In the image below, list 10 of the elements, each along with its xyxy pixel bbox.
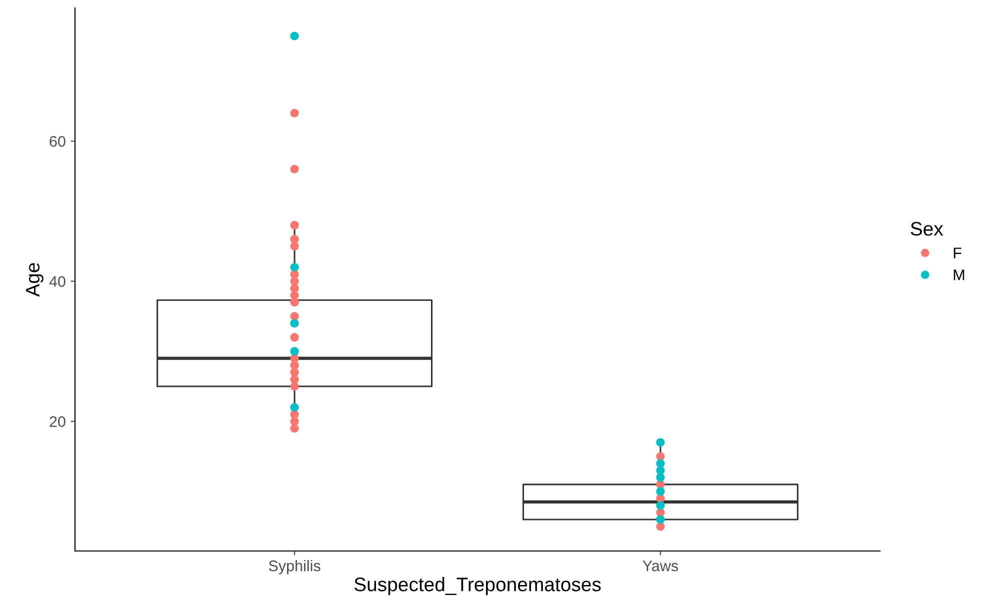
legend-title: Sex [910,222,944,236]
y-tick-label: 20 [50,416,66,428]
y-axis-title: Age [26,263,44,297]
y-tick-label: 60 [50,136,66,147]
legend-label: M [954,270,964,280]
y-tick-label: 40 [49,276,66,287]
x-tick-label: Syphilis [268,560,320,574]
legend-label: F [954,248,962,258]
x-tick-label: Yaws [642,560,678,572]
x-axis-title: Suspected_Treponematoses [354,577,601,596]
